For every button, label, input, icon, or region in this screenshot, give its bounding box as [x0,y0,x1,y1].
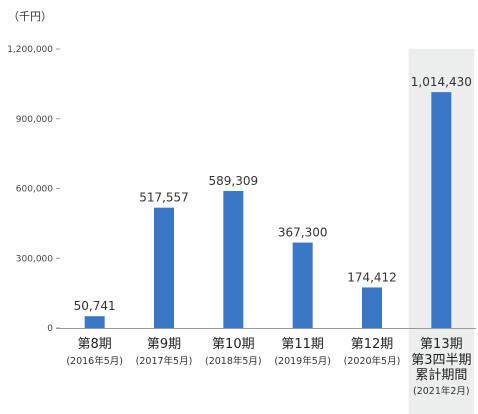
category-sublabel: 第3四半期 [411,353,471,368]
value-label: 174,412 [347,270,397,284]
category-label: 第9期 [147,337,181,352]
category-label: 第13期 [420,337,463,352]
y-tick-label: 600,000 [16,185,53,195]
value-label: 50,741 [74,299,116,313]
y-tick-label: 1,200,000 [7,45,53,55]
value-label: 1,014,430 [411,75,472,89]
value-label: 517,557 [139,191,189,205]
bar [223,191,243,328]
y-tick-label: 300,000 [16,254,53,264]
category-sublabel: (2021年2月) [413,385,470,397]
value-label: 589,309 [209,174,259,188]
bar [431,92,451,328]
y-tick-label: 0 [47,324,53,334]
category-sublabel: 累計期間 [415,367,467,383]
bar [154,208,174,328]
y-tick-label: 900,000 [16,115,53,125]
category-label: 第8期 [78,337,112,352]
bar [293,243,313,328]
unit-label: （千円） [8,10,52,23]
category-label: 第12期 [351,337,394,352]
category-sublabel: (2017年5月) [136,355,193,367]
category-sublabel: (2019年5月) [274,355,331,367]
bar [362,287,382,328]
category-sublabel: (2018年5月) [205,355,262,367]
category-sublabel: (2016年5月) [66,355,123,367]
category-label: 第11期 [281,337,324,352]
category-label: 第10期 [212,337,255,352]
category-sublabel: (2020年5月) [344,355,401,367]
value-label: 367,300 [278,226,328,240]
bar [85,316,105,328]
